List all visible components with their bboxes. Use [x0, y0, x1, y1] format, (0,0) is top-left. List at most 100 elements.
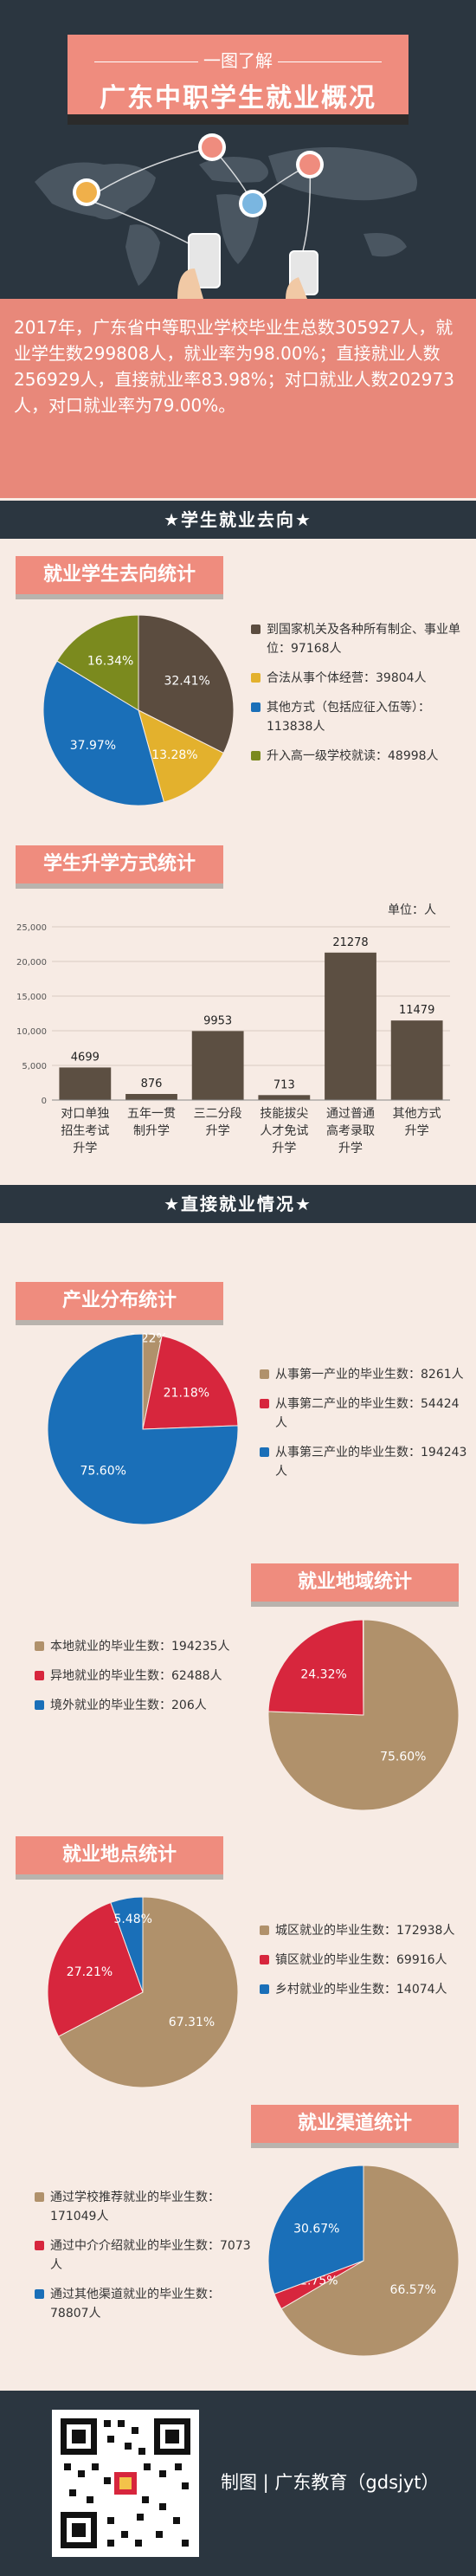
- pie-slice-label: 67.31%: [169, 2016, 215, 2029]
- x-tick-label: 升学: [272, 1142, 296, 1155]
- x-tick-label: 技能拔尖: [260, 1107, 308, 1121]
- pie-slice-label: 75.60%: [80, 1465, 126, 1479]
- legend-swatch: [251, 751, 261, 761]
- pie-chart-location: 67.31% 27.21% 5.48%: [47, 1896, 239, 2088]
- page-title: 广东中职学生就业概况: [100, 83, 376, 113]
- qr-code-icon[interactable]: [52, 2410, 199, 2557]
- legend-swatch: [260, 1984, 269, 1994]
- legend-item: 到国家机关及各种所有制企、事业单位：97168人: [251, 620, 467, 658]
- chart-title-region: 就业地域统计: [251, 1563, 459, 1602]
- pie-chart-region: 75.60%24.32%0.01%: [267, 1619, 460, 1811]
- legend-label: 通过学校推荐就业的毕业生数：171049人: [50, 2191, 220, 2223]
- legend-label: 升入高一级学校就读：48998人: [267, 749, 439, 763]
- pie-slice-label: 75.60%: [380, 1751, 426, 1764]
- pie-slice: [142, 1335, 239, 1430]
- pie-slice: [138, 709, 224, 803]
- legend-label: 合法从事个体经营：39804人: [267, 671, 427, 685]
- pie-slice: [267, 1619, 364, 1716]
- pie-slice-label: 37.97%: [70, 739, 116, 753]
- pie-slice-label: 30.67%: [293, 2222, 339, 2236]
- intro-text: 2017年，广东省中等职业学校毕业生总数305927人，就业学生数299808人…: [14, 317, 454, 416]
- bar: [191, 1031, 244, 1100]
- section-header-direct: ★直接就业情况★: [0, 1185, 476, 1223]
- legend-item: 从事第三产业的毕业生数：194243人: [260, 1443, 467, 1481]
- chart-title-channel: 就业渠道统计: [251, 2105, 459, 2143]
- legend-item: 从事第一产业的毕业生数：8261人: [260, 1365, 467, 1384]
- smartphone-icon: [177, 233, 318, 299]
- legend-item: 从事第二产业的毕业生数：54424人: [260, 1395, 467, 1433]
- legend-swatch: [251, 625, 261, 634]
- legend-swatch: [35, 2289, 44, 2299]
- pie-slice-label: 5.48%: [113, 1913, 151, 1926]
- pie-slice: [47, 1333, 239, 1525]
- legend-label: 乡村就业的毕业生数：14074人: [275, 1983, 447, 1997]
- bar-chart-upgrade: 0 5,000 10,000 15,000 20,000 25,000 4699 对口单独招生…: [16, 923, 450, 1155]
- legend-label: 从事第二产业的毕业生数：54424人: [275, 1397, 460, 1430]
- legend-label: 通过中介介绍就业的毕业生数：7073人: [50, 2239, 251, 2272]
- legend-label: 从事第三产业的毕业生数：194243人: [275, 1446, 467, 1479]
- pie-slice: [267, 2165, 364, 2295]
- x-tick-label: 人才免试: [260, 1124, 308, 1138]
- legend-item: 通过学校推荐就业的毕业生数：171049人: [35, 2188, 251, 2226]
- legend-swatch: [35, 1671, 44, 1680]
- title-box: 一图了解 广东中职学生就业概况: [68, 35, 408, 125]
- pie-slice: [42, 660, 165, 806]
- legend-item: 城区就业的毕业生数：172938人: [260, 1921, 467, 1940]
- bar: [390, 1020, 443, 1100]
- legend-location: 城区就业的毕业生数：172938人 镇区就业的毕业生数：69916人 乡村就业的毕业…: [260, 1921, 467, 2010]
- pie-chart-destination: 32.41% 13.28% 37.97% 16.34%: [42, 614, 235, 806]
- legend-label: 境外就业的毕业生数：206人: [50, 1699, 207, 1712]
- legend-item: 乡村就业的毕业生数：14074人: [260, 1980, 467, 1999]
- x-tick-label: 升学: [73, 1142, 97, 1155]
- legend-label: 到国家机关及各种所有制企、事业单位：97168人: [267, 623, 460, 656]
- x-tick-label: 升学: [206, 1124, 230, 1138]
- legend-swatch: [35, 1641, 44, 1651]
- legend-item: 其他方式（包括应征入伍等）：113838人: [251, 698, 467, 736]
- bar-value-label: 713: [273, 1078, 295, 1091]
- legend-swatch: [251, 673, 261, 683]
- legend-region: 本地就业的毕业生数：194235人异地就业的毕业生数：62488人 境外就业的毕业…: [35, 1637, 242, 1725]
- intro-panel: 2017年，广东省中等职业学校毕业生总数305927人，就业学生数299808人…: [0, 299, 476, 498]
- footer: 制图 | 广东教育（gdsjyt）: [0, 2391, 476, 2576]
- legend-swatch: [35, 2241, 44, 2250]
- y-tick-label: 10,000: [16, 1027, 47, 1037]
- person-icon: [73, 133, 324, 217]
- pie-slice: [57, 1896, 239, 2088]
- chart-title-industry: 产业分布统计: [16, 1282, 223, 1320]
- bar: [125, 1093, 177, 1100]
- legend-label: 通过其他渠道就业的毕业生数：78807人: [50, 2288, 220, 2320]
- legend-swatch: [260, 1399, 269, 1408]
- x-tick-label: 其他方式: [393, 1107, 441, 1121]
- header: 一图了解 广东中职学生就业概况: [0, 0, 476, 299]
- legend-item: 通过其他渠道就业的毕业生数：78807人: [35, 2285, 251, 2323]
- legend-item: 本地就业的毕业生数：194235人: [35, 1637, 242, 1656]
- legend-channel: 通过学校推荐就业的毕业生数：171049人 通过中介介绍就业的毕业生数：7073人…: [35, 2188, 251, 2333]
- x-tick-label: 制升学: [133, 1124, 170, 1138]
- legend-swatch: [260, 1955, 269, 1964]
- x-tick-label: 对口单独: [61, 1107, 109, 1121]
- bar: [59, 1067, 112, 1100]
- legend-label: 异地就业的毕业生数：62488人: [50, 1669, 222, 1683]
- pie-slice-label: 66.57%: [390, 2283, 436, 2297]
- legend-industry: 从事第一产业的毕业生数：8261人从事第二产业的毕业生数：54424人 从事第三产…: [260, 1365, 467, 1492]
- y-tick-label: 15,000: [16, 993, 47, 1002]
- pie-slice: [56, 614, 139, 711]
- pie-slice-label: 27.21%: [67, 1965, 113, 1979]
- y-tick-label: 0: [42, 1097, 47, 1106]
- pie-chart-industry: 3.22%21.18%75.60%: [47, 1331, 239, 1525]
- y-tick-label: 20,000: [16, 958, 47, 968]
- bar-value-label: 9953: [203, 1014, 232, 1027]
- pie-slice: [110, 1896, 144, 1993]
- legend-label: 从事第一产业的毕业生数：8261人: [275, 1368, 464, 1382]
- bar-value-label: 21278: [332, 936, 368, 949]
- bar-value-label: 4699: [71, 1051, 100, 1064]
- legend-swatch: [35, 2192, 44, 2202]
- x-tick-label: 通过普通: [326, 1107, 375, 1121]
- pie-slice-label: 16.34%: [87, 655, 133, 669]
- bar: [258, 1095, 311, 1100]
- subtitle: 一图了解: [68, 47, 408, 72]
- pie-slice: [138, 614, 235, 754]
- x-tick-label: 五年一贯: [127, 1107, 176, 1121]
- x-tick-label: 三二分段: [194, 1107, 242, 1121]
- pie-chart-channel: 66.57%2.75%30.67%: [267, 2165, 460, 2357]
